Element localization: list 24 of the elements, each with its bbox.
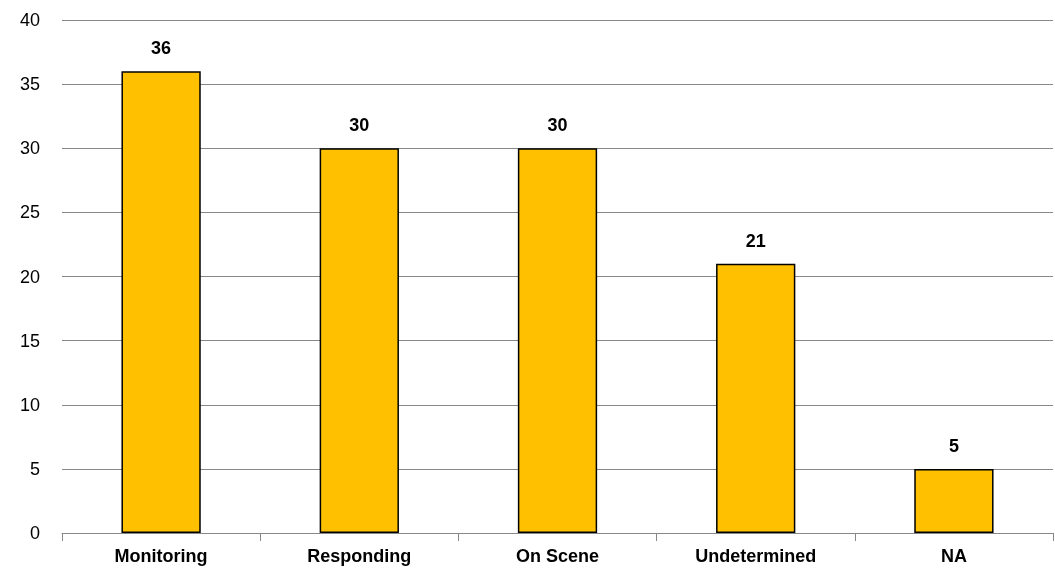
data-label: 36	[151, 38, 172, 59]
x-tick-label: Undetermined	[695, 546, 817, 566]
y-tick-label: 40	[19, 10, 40, 30]
bar	[121, 71, 201, 533]
data-label: 30	[349, 115, 370, 136]
y-tick-label: 30	[19, 138, 40, 159]
bar	[517, 148, 598, 533]
data-label: 5	[948, 435, 959, 456]
data-label: 21	[745, 230, 766, 251]
data-label: 30	[547, 115, 568, 136]
y-tick-label: 25	[19, 202, 40, 223]
x-tick-label: Responding	[307, 546, 412, 566]
y-tick-label: 0	[29, 523, 40, 543]
y-tick-label: 15	[19, 330, 40, 351]
y-tick-label: 10	[19, 394, 40, 415]
y-tick-label: 20	[19, 266, 40, 287]
y-tick-label: 35	[19, 74, 40, 95]
bar	[319, 148, 399, 533]
bar	[914, 468, 994, 533]
y-tick-label: 5	[29, 458, 40, 479]
x-tick-label: On Scene	[515, 546, 600, 566]
x-tick-label: NA	[940, 546, 967, 566]
x-tick-label: Monitoring	[114, 546, 208, 566]
bar	[716, 263, 796, 533]
